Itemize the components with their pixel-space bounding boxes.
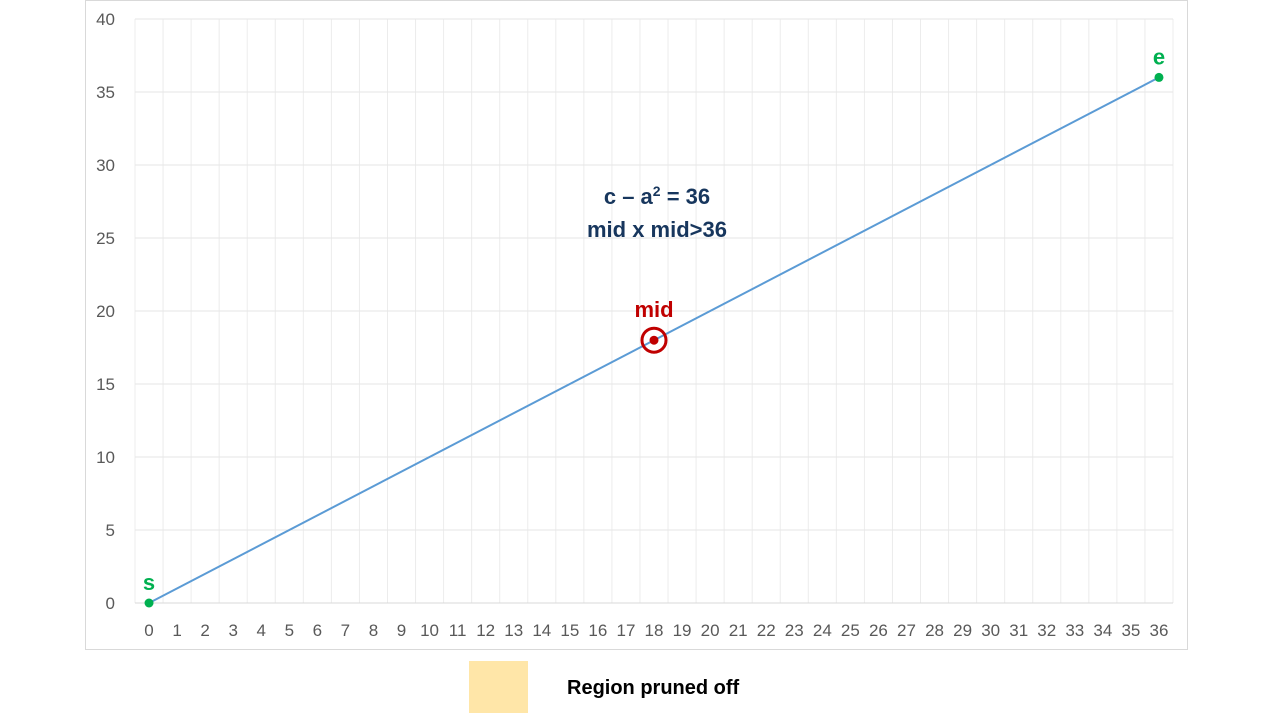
x-tick-label: 28 (925, 621, 944, 640)
y-tick-label: 15 (96, 375, 115, 394)
x-tick-label: 20 (701, 621, 720, 640)
point-label-mid: mid (634, 297, 673, 322)
x-tick-label: 7 (341, 621, 350, 640)
y-tick-label: 35 (96, 83, 115, 102)
x-tick-label: 11 (449, 621, 467, 640)
x-tick-label: 0 (144, 621, 153, 640)
x-tick-label: 26 (869, 621, 888, 640)
chart-frame: 0 5 10 15 20 25 30 35 40 0 1 2 3 4 5 6 7 8 9 10 11 12 13 14 15 16… (85, 0, 1188, 650)
x-tick-label: 12 (476, 621, 495, 640)
point-s (144, 598, 154, 608)
x-tick-label: 3 (228, 621, 237, 640)
x-tick-label: 25 (841, 621, 860, 640)
x-tick-label: 33 (1065, 621, 1084, 640)
y-tick-label: 0 (106, 594, 115, 613)
x-tick-label: 16 (588, 621, 607, 640)
y-tick-label: 30 (96, 156, 115, 175)
point-label-e: e (1153, 44, 1165, 69)
x-tick-label: 18 (645, 621, 664, 640)
x-tick-label: 32 (1037, 621, 1056, 640)
point-e (1154, 72, 1164, 82)
x-tick-label: 36 (1150, 621, 1169, 640)
x-tick-label: 5 (285, 621, 294, 640)
x-tick-label: 31 (1009, 621, 1028, 640)
annotation-condition: mid x mid>36 (587, 217, 727, 242)
y-tick-label: 5 (106, 521, 115, 540)
x-tick-label: 13 (504, 621, 523, 640)
x-tick-label: 9 (397, 621, 406, 640)
point-mid (649, 335, 659, 345)
x-tick-label: 17 (616, 621, 635, 640)
x-tick-label: 29 (953, 621, 972, 640)
x-tick-label: 35 (1121, 621, 1140, 640)
x-tick-label: 22 (757, 621, 776, 640)
x-tick-label: 19 (673, 621, 692, 640)
y-tick-label: 20 (96, 302, 115, 321)
y-tick-label: 40 (96, 10, 115, 29)
y-tick-label: 10 (96, 448, 115, 467)
x-tick-label: 34 (1093, 621, 1112, 640)
x-tick-label: 15 (560, 621, 579, 640)
x-tick-label: 4 (257, 621, 266, 640)
x-tick-label: 8 (369, 621, 378, 640)
x-tick-label: 30 (981, 621, 1000, 640)
legend-swatch (469, 661, 528, 713)
x-tick-label: 27 (897, 621, 916, 640)
x-tick-label: 10 (420, 621, 439, 640)
x-tick-label: 6 (313, 621, 322, 640)
x-tick-label: 23 (785, 621, 804, 640)
y-tick-label: 25 (96, 229, 115, 248)
mid-marker-ring (640, 326, 668, 354)
x-tick-label: 24 (813, 621, 832, 640)
x-tick-label: 1 (172, 621, 181, 640)
legend-label: Region pruned off (567, 677, 740, 699)
x-tick-label: 2 (200, 621, 209, 640)
annotation-equation: c – a2 = 36 (604, 183, 710, 209)
point-label-s: s (143, 570, 155, 595)
x-tick-label: 14 (532, 621, 551, 640)
x-tick-label: 21 (729, 621, 748, 640)
